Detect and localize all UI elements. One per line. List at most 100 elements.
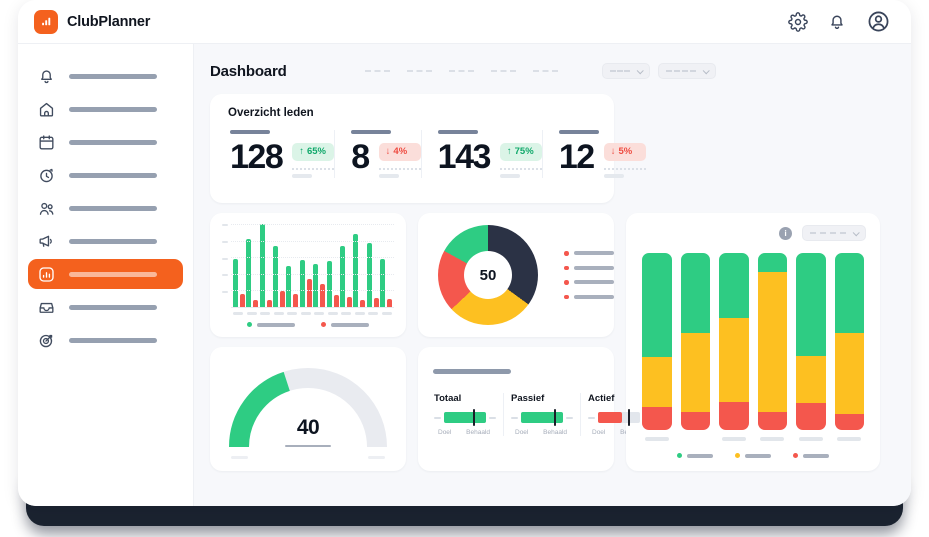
legend-label-placeholder xyxy=(573,251,614,256)
bar-pair xyxy=(286,224,299,307)
bullet-chart-passief: Passief Doel Behaald xyxy=(503,393,580,436)
sidebar-item-bell[interactable] xyxy=(28,61,183,91)
stat-delta-value: 4% xyxy=(393,146,408,157)
red-bar xyxy=(320,283,326,307)
yellow-segment xyxy=(680,332,710,413)
sidebar-item-megaphone[interactable] xyxy=(28,226,183,256)
red-segment xyxy=(834,414,864,430)
bar-pair xyxy=(273,224,286,307)
donut-legend xyxy=(564,251,614,299)
gauge-chart: 40 xyxy=(229,367,387,459)
x-tick-cell xyxy=(719,437,749,441)
account-button[interactable] xyxy=(866,9,891,34)
gridline xyxy=(231,290,394,292)
red-bar xyxy=(386,298,392,307)
red-bar xyxy=(306,278,312,307)
yellow-legend-dot xyxy=(735,453,740,458)
x-tick-placeholder xyxy=(246,312,257,315)
dropdown-select-2[interactable] xyxy=(657,63,716,79)
red-legend-dot xyxy=(564,265,569,270)
green-bar xyxy=(379,258,385,307)
green-bar xyxy=(233,258,238,307)
sidebar-item-target[interactable] xyxy=(28,325,183,355)
stat-block: 8 ↓ 4% xyxy=(334,130,421,178)
donut-ring: 50 xyxy=(438,225,538,325)
top-bar: ClubPlanner xyxy=(18,0,911,44)
x-tick-placeholder xyxy=(233,312,243,315)
select-placeholder xyxy=(810,232,846,234)
x-tick-placeholder xyxy=(837,437,862,441)
bullet-charts: Totaal Doel Behaald Passief Doel Behaald Actie… xyxy=(433,393,650,436)
settings-button[interactable] xyxy=(788,11,808,32)
stat-subtext-placeholder xyxy=(499,167,542,170)
sidebar-item-home[interactable] xyxy=(28,94,183,124)
red-segment xyxy=(719,401,749,430)
app-logo[interactable]: ClubPlanner xyxy=(34,9,150,34)
bar-pair xyxy=(313,224,326,307)
x-tick-placeholder xyxy=(341,312,352,315)
y-tick-placeholder xyxy=(222,291,228,294)
sidebar-item-calendar[interactable] xyxy=(28,127,183,157)
nav-label-placeholder xyxy=(69,73,157,79)
red-bar xyxy=(333,295,339,307)
filter-placeholder xyxy=(364,70,390,72)
stacked-bar-chart-card: i xyxy=(626,213,880,471)
stat-side: ↓ 4% xyxy=(378,141,421,178)
gridline xyxy=(231,240,394,242)
red-bar xyxy=(373,297,379,307)
red-bar xyxy=(240,293,245,307)
red-segment xyxy=(757,412,787,430)
filter-placeholder xyxy=(532,70,558,72)
gauge-fill xyxy=(229,368,387,448)
info-icon[interactable]: i xyxy=(779,226,792,240)
bullet-chart-totaal: Totaal Doel Behaald xyxy=(433,393,503,436)
x-tick-placeholder xyxy=(381,312,392,315)
megaphone-icon xyxy=(37,232,56,251)
grouped-bar-xticks xyxy=(231,312,394,315)
green-segment xyxy=(796,253,826,356)
members-overview-card: Overzicht leden 128 ↑ 65% 8 ↓ 4% 143 ↑ 75% 12 ↓ 5% xyxy=(210,94,646,203)
bullet-fill xyxy=(444,412,486,423)
stat-delta-badge: ↑ 75% xyxy=(499,143,542,161)
gridline xyxy=(231,273,394,275)
goals-bullet-card: Totaal Doel Behaald Passief Doel Behaald Actie… xyxy=(418,347,650,471)
stat-row: 143 ↑ 75% xyxy=(438,140,542,178)
stat-label-placeholder xyxy=(351,130,392,134)
stat-delta-badge: ↑ 65% xyxy=(292,143,335,161)
nav-label-placeholder xyxy=(69,205,157,211)
chart-icon xyxy=(37,265,56,284)
donut-legend-item xyxy=(564,251,614,256)
x-tick-placeholder xyxy=(300,312,311,315)
chevron-down-icon xyxy=(852,228,860,236)
sidebar-item-clock[interactable] xyxy=(28,160,183,190)
gauge-end-tick xyxy=(231,456,248,459)
stat-block: 143 ↑ 75% xyxy=(420,130,542,178)
sidebar-item-users[interactable] xyxy=(28,193,183,223)
inbox-icon xyxy=(37,298,56,317)
tick-placeholder xyxy=(588,416,595,419)
chart-dropdown-select[interactable] xyxy=(802,225,866,241)
nav-label-placeholder xyxy=(69,337,157,343)
calendar-icon xyxy=(37,133,56,152)
stat-label-placeholder xyxy=(437,130,478,134)
sidebar-item-chart[interactable] xyxy=(28,259,183,289)
legend-item-green xyxy=(677,453,713,458)
gridline xyxy=(231,257,394,259)
sidebar-item-inbox[interactable] xyxy=(28,292,183,322)
bullet-track xyxy=(598,409,640,426)
x-tick-placeholder xyxy=(273,312,284,315)
card-title: Overzicht leden xyxy=(228,107,314,119)
legend-label-placeholder xyxy=(573,294,614,299)
x-tick-placeholder xyxy=(287,312,298,315)
stat-label-placeholder xyxy=(230,130,270,134)
green-segment xyxy=(757,253,787,273)
bar-pair xyxy=(299,224,312,307)
legend-label-placeholder xyxy=(745,453,771,458)
dropdown-select-1[interactable] xyxy=(601,63,650,79)
green-bar xyxy=(273,246,279,307)
green-bar xyxy=(259,224,265,307)
notifications-button[interactable] xyxy=(827,12,847,32)
stat-subtext-placeholder xyxy=(603,167,646,170)
stat-subtext-placeholder xyxy=(499,173,520,178)
x-tick-placeholder xyxy=(798,437,823,441)
